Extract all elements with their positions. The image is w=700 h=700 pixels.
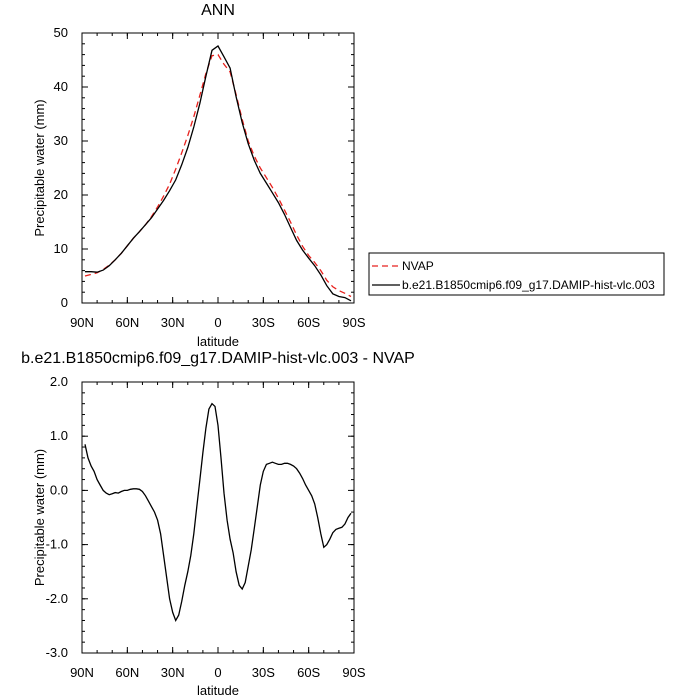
x-tick-label: 30S (252, 315, 275, 330)
y-tick-label: -2.0 (46, 591, 68, 606)
y-tick-label: 10 (54, 241, 68, 256)
plot-frame (81, 32, 355, 304)
x-tick-label: 30N (161, 665, 185, 680)
x-tick-label: 0 (214, 665, 221, 680)
x-tick-label: 60N (115, 315, 139, 330)
bottom-line-chart: b.e21.B1850cmip6.f09_g17.DAMIP-hist-vlc.… (21, 350, 415, 698)
series-line-difference (84, 402, 352, 623)
x-tick-label: 60N (115, 665, 139, 680)
y-tick-label: 30 (54, 133, 68, 148)
x-tick-label: 60S (297, 665, 320, 680)
legend: NVAP b.e21.B1850cmip6.f09_g17.DAMIP-hist… (368, 252, 665, 296)
x-tick-label: 30S (252, 665, 275, 680)
x-axis-title: latitude (197, 334, 239, 349)
y-axis-title: Precipitable water (mm) (32, 449, 47, 586)
y-tick-label: 20 (54, 187, 68, 202)
x-tick-label: 0 (214, 315, 221, 330)
y-tick-label: 0 (61, 295, 68, 310)
chart-title-difference: b.e21.B1850cmip6.f09_g17.DAMIP-hist-vlc.… (21, 350, 415, 367)
series-group (84, 402, 352, 623)
legend-box (368, 252, 665, 296)
y-tick-label: 1.0 (50, 428, 68, 443)
x-tick-label: 90S (342, 315, 365, 330)
x-tick-label: 90N (70, 665, 94, 680)
x-tick-label: 90S (342, 665, 365, 680)
axis-ticks: 0 10 20 30 40 50 90N 60N 30N 0 30S 60S 90S (54, 25, 366, 330)
y-tick-label: 50 (54, 25, 68, 40)
legend-entry-model: b.e21.B1850cmip6.f09_g17.DAMIP-hist-vlc.… (402, 278, 655, 292)
series-line-model (85, 45, 352, 302)
top-line-chart: ANN Precipitable water (mm) latitude 0 10… (32, 2, 366, 349)
y-tick-label: -1.0 (46, 537, 68, 552)
y-tick-label: 0.0 (50, 482, 68, 497)
x-tick-label: 60S (297, 315, 320, 330)
series-line-nvap (84, 53, 352, 298)
x-tick-label: 90N (70, 315, 94, 330)
y-axis-title: Precipitable water (mm) (32, 99, 47, 236)
chart-title: ANN (201, 2, 235, 19)
y-tick-label: -3.0 (46, 645, 68, 660)
y-tick-label: 40 (54, 79, 68, 94)
y-tick-label: 2.0 (50, 374, 68, 389)
legend-entry-nvap: NVAP (402, 259, 434, 273)
series-group (84, 45, 352, 302)
x-axis-title: latitude (197, 683, 239, 698)
x-tick-label: 30N (161, 315, 185, 330)
